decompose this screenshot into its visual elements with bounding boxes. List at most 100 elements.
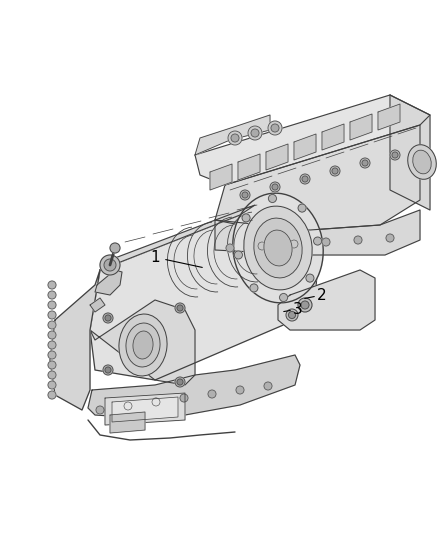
Circle shape (48, 321, 56, 329)
Circle shape (242, 214, 250, 222)
Circle shape (286, 309, 298, 321)
Circle shape (301, 301, 309, 309)
Ellipse shape (254, 218, 302, 278)
Polygon shape (322, 124, 344, 150)
Circle shape (110, 243, 120, 253)
Circle shape (48, 361, 56, 369)
Polygon shape (210, 164, 232, 190)
Polygon shape (95, 270, 122, 295)
Circle shape (330, 166, 340, 176)
Circle shape (264, 382, 272, 390)
Polygon shape (100, 205, 255, 270)
Circle shape (279, 294, 288, 302)
Circle shape (302, 176, 308, 182)
Circle shape (362, 160, 368, 166)
Circle shape (258, 242, 266, 250)
Circle shape (268, 195, 276, 203)
Circle shape (272, 184, 278, 190)
Circle shape (124, 402, 132, 410)
Polygon shape (350, 114, 372, 140)
Circle shape (177, 379, 183, 385)
Polygon shape (105, 393, 185, 425)
Polygon shape (238, 154, 260, 180)
Circle shape (48, 311, 56, 319)
Polygon shape (195, 95, 430, 185)
Circle shape (268, 121, 282, 135)
Circle shape (177, 305, 183, 311)
Polygon shape (90, 300, 195, 385)
Circle shape (251, 129, 259, 137)
Circle shape (48, 291, 56, 299)
Circle shape (48, 331, 56, 339)
Polygon shape (294, 134, 316, 160)
Polygon shape (88, 355, 300, 418)
Circle shape (240, 190, 250, 200)
Circle shape (392, 152, 398, 158)
Circle shape (271, 124, 279, 132)
Polygon shape (90, 215, 320, 380)
Circle shape (360, 158, 370, 168)
Circle shape (300, 174, 310, 184)
Circle shape (48, 341, 56, 349)
Circle shape (354, 236, 362, 244)
Ellipse shape (133, 331, 153, 359)
Circle shape (48, 351, 56, 359)
Polygon shape (195, 115, 270, 155)
Ellipse shape (233, 193, 323, 303)
Circle shape (390, 150, 400, 160)
Circle shape (306, 274, 314, 282)
Text: 1: 1 (150, 251, 160, 265)
Ellipse shape (413, 150, 431, 174)
Circle shape (208, 390, 216, 398)
Circle shape (175, 303, 185, 313)
Circle shape (48, 391, 56, 399)
Circle shape (242, 192, 248, 198)
Circle shape (48, 381, 56, 389)
Circle shape (322, 238, 330, 246)
Circle shape (180, 394, 188, 402)
Circle shape (298, 298, 312, 312)
Circle shape (100, 255, 120, 275)
Circle shape (96, 406, 104, 414)
Circle shape (234, 251, 242, 259)
Circle shape (228, 131, 242, 145)
Circle shape (105, 367, 111, 373)
Circle shape (226, 244, 234, 252)
Circle shape (298, 204, 306, 212)
Polygon shape (215, 210, 420, 255)
Polygon shape (266, 144, 288, 170)
Circle shape (236, 386, 244, 394)
Polygon shape (110, 412, 145, 433)
Circle shape (289, 311, 296, 319)
Circle shape (248, 126, 262, 140)
Circle shape (105, 315, 111, 321)
Ellipse shape (119, 314, 167, 376)
Circle shape (231, 134, 239, 142)
Text: 3: 3 (293, 303, 303, 318)
Circle shape (103, 365, 113, 375)
Circle shape (332, 168, 338, 174)
Polygon shape (278, 270, 375, 330)
Polygon shape (90, 298, 105, 312)
Circle shape (386, 234, 394, 242)
Ellipse shape (126, 323, 160, 367)
Polygon shape (215, 125, 420, 230)
Circle shape (250, 284, 258, 292)
Circle shape (48, 371, 56, 379)
Circle shape (48, 301, 56, 309)
Circle shape (290, 240, 298, 248)
Circle shape (103, 313, 113, 323)
Circle shape (152, 398, 160, 406)
Polygon shape (50, 270, 100, 410)
Polygon shape (390, 95, 430, 210)
Circle shape (48, 281, 56, 289)
Ellipse shape (244, 206, 312, 290)
Polygon shape (378, 104, 400, 130)
Ellipse shape (408, 145, 436, 179)
Polygon shape (112, 397, 178, 422)
Circle shape (270, 182, 280, 192)
Circle shape (104, 259, 116, 271)
Circle shape (314, 237, 321, 245)
Ellipse shape (264, 230, 292, 266)
Circle shape (175, 377, 185, 387)
